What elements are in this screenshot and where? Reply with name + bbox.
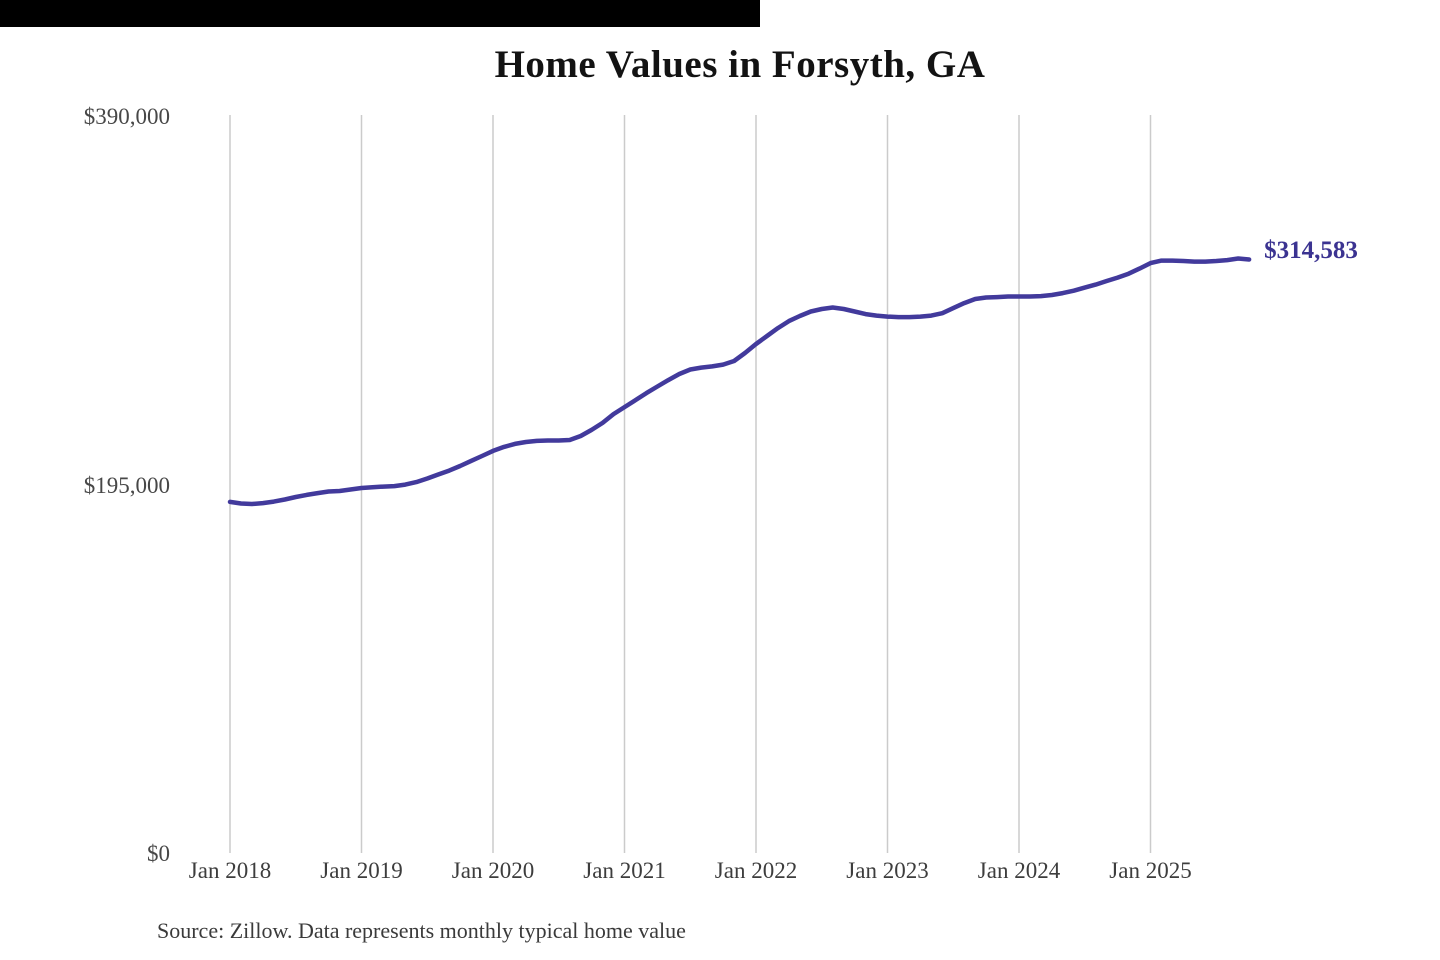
x-axis-label: Jan 2020 [451, 858, 535, 883]
x-axis-label: Jan 2018 [188, 858, 272, 883]
top-black-bar [0, 0, 760, 27]
chart-title: Home Values in Forsyth, GA [494, 43, 986, 86]
latest-value-label: $314,583 [1264, 236, 1358, 264]
x-axis-label: Jan 2021 [583, 858, 666, 883]
y-axis-label: $390,000 [83, 104, 170, 129]
y-axis-label: $0 [147, 841, 170, 866]
y-axis-label: $195,000 [83, 472, 170, 498]
source-note: Source: Zillow. Data represents monthly … [157, 918, 686, 943]
vertical-gridlines [229, 115, 1152, 853]
x-axis-label: Jan 2025 [1109, 858, 1192, 883]
x-axis-label: Jan 2019 [320, 858, 403, 883]
x-axis-label: Jan 2023 [846, 858, 929, 883]
x-axis-label: Jan 2024 [977, 858, 1061, 883]
home-value-line-series [227, 256, 1252, 507]
x-axis-label: Jan 2022 [714, 858, 798, 883]
